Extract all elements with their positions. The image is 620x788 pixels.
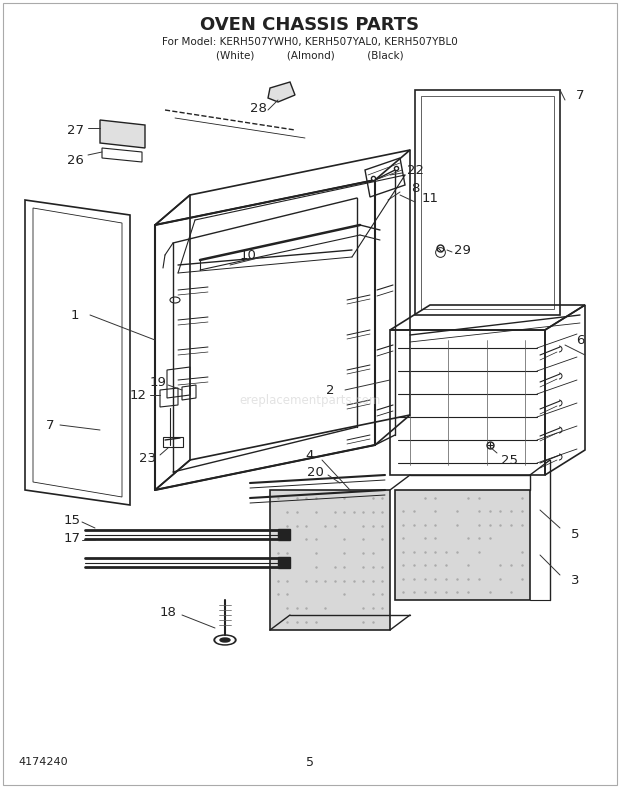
Text: 10: 10 (239, 248, 257, 262)
Text: 11: 11 (422, 191, 438, 205)
Polygon shape (395, 490, 530, 600)
Text: 15: 15 (63, 514, 81, 526)
Ellipse shape (214, 635, 236, 645)
Text: 8: 8 (411, 181, 419, 195)
Text: 17: 17 (63, 531, 81, 545)
Polygon shape (100, 120, 145, 148)
Text: For Model: KERH507YWH0, KERH507YAL0, KERH507YBL0: For Model: KERH507YWH0, KERH507YAL0, KER… (162, 37, 458, 47)
Text: 5: 5 (571, 529, 579, 541)
Text: 7: 7 (46, 418, 55, 432)
Text: 3: 3 (571, 574, 579, 586)
Text: OVEN CHASSIS PARTS: OVEN CHASSIS PARTS (200, 16, 420, 34)
Text: 4174240: 4174240 (18, 757, 68, 767)
Text: 25: 25 (502, 454, 518, 466)
Text: 26: 26 (66, 154, 84, 166)
Text: 27: 27 (66, 124, 84, 136)
Text: 23: 23 (140, 452, 156, 464)
Text: 2: 2 (326, 384, 334, 396)
Bar (163, 437, 183, 447)
Text: 18: 18 (159, 605, 177, 619)
Text: 5: 5 (306, 756, 314, 768)
Text: 29: 29 (454, 243, 471, 257)
Text: (White)          (Almond)          (Black): (White) (Almond) (Black) (216, 50, 404, 60)
Text: 12: 12 (130, 388, 146, 402)
Bar (278, 529, 290, 540)
Ellipse shape (216, 637, 234, 644)
Polygon shape (268, 82, 295, 102)
Ellipse shape (220, 638, 230, 642)
Text: 1: 1 (71, 308, 79, 322)
Text: 6: 6 (576, 333, 584, 347)
Text: 19: 19 (149, 376, 166, 388)
Text: 7: 7 (576, 88, 584, 102)
Text: ereplacementparts.com: ereplacementparts.com (239, 393, 381, 407)
Text: 4: 4 (306, 448, 314, 462)
Bar (278, 557, 290, 568)
Text: 20: 20 (306, 466, 324, 478)
Polygon shape (270, 490, 390, 630)
Text: 22: 22 (407, 163, 423, 177)
Text: 28: 28 (250, 102, 267, 114)
